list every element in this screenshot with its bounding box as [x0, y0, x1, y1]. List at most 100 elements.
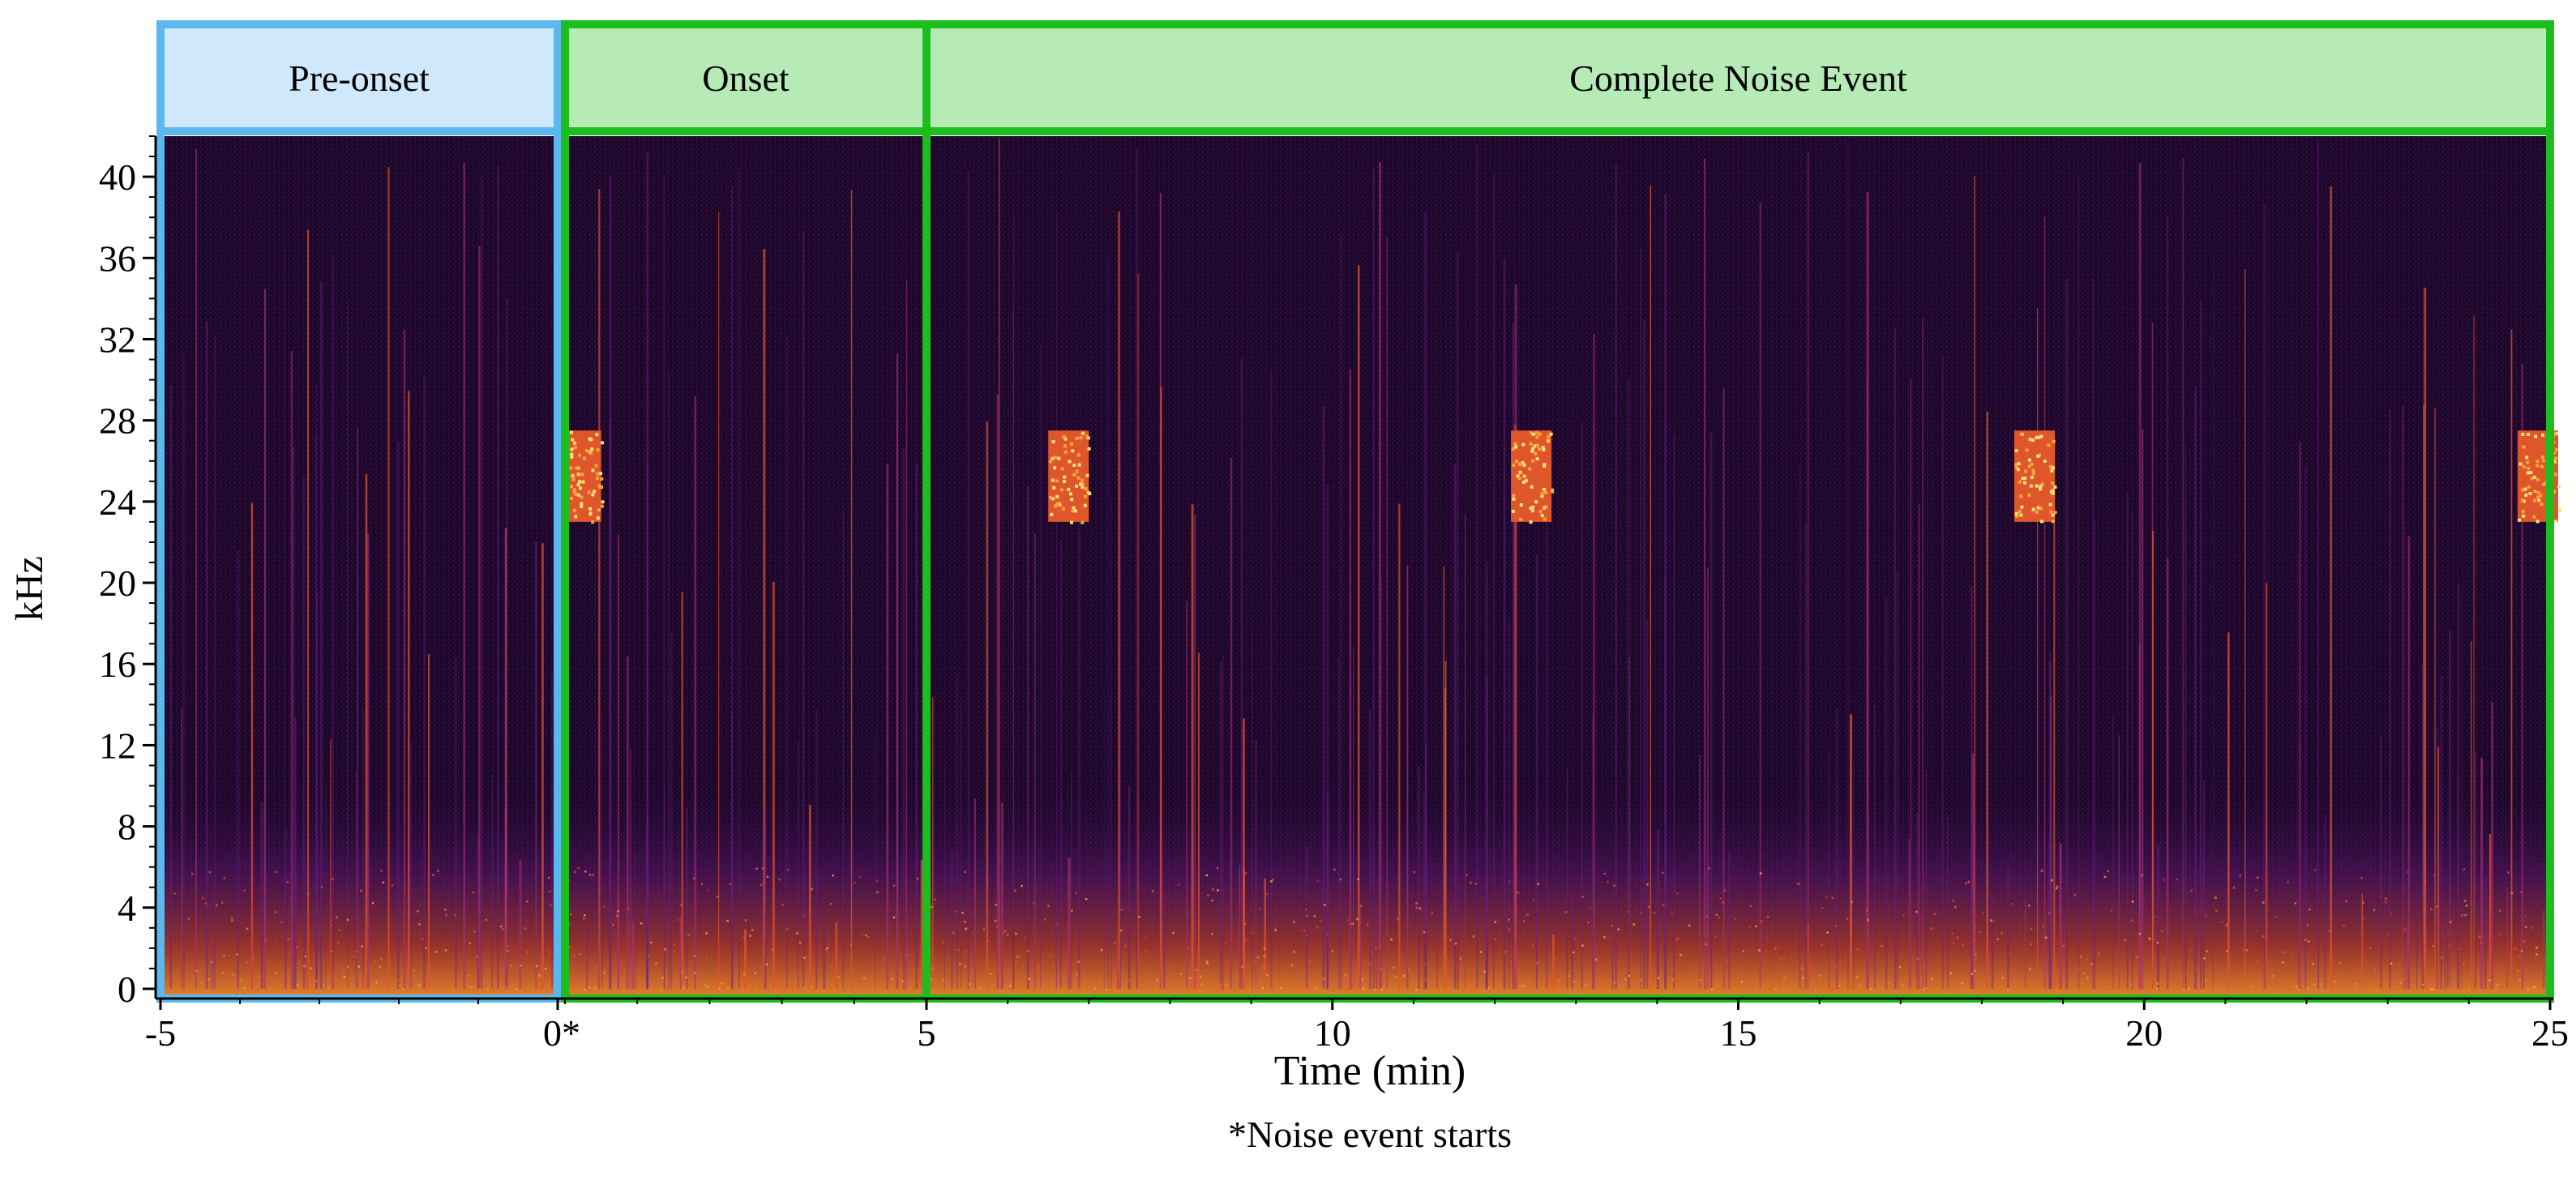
energy-fleck — [379, 965, 381, 969]
energy-fleck — [588, 973, 590, 976]
energy-fleck — [1821, 943, 1823, 946]
energy-fleck — [1573, 951, 1575, 954]
x-tick-label: 25 — [2531, 1012, 2569, 1054]
energy-fleck — [1357, 878, 1359, 880]
energy-fleck — [2450, 921, 2452, 923]
energy-fleck — [540, 987, 543, 990]
noise-burst-speckle — [1519, 503, 1523, 507]
energy-fleck — [2097, 977, 2099, 980]
transient-streak — [823, 921, 826, 989]
energy-fleck — [1715, 913, 1718, 916]
y-tick-label: 16 — [99, 644, 136, 685]
energy-fleck — [2312, 963, 2314, 965]
energy-fleck — [2181, 977, 2184, 979]
noise-burst-speckle — [1547, 434, 1551, 438]
energy-fleck — [946, 958, 948, 960]
energy-fleck — [802, 914, 805, 917]
energy-fleck — [602, 905, 605, 909]
energy-fleck — [1034, 986, 1038, 989]
energy-fleck — [357, 965, 360, 968]
energy-fleck — [2009, 952, 2012, 955]
transient-streak — [2521, 363, 2523, 989]
energy-fleck — [705, 932, 708, 935]
energy-fleck — [320, 885, 323, 888]
transient-streak — [2330, 186, 2333, 990]
energy-fleck — [1624, 987, 1627, 990]
energy-fleck — [1594, 988, 1596, 991]
energy-fleck — [2085, 958, 2088, 960]
footnote: *Noise event starts — [1228, 1114, 1512, 1155]
transient-streak — [551, 670, 553, 989]
energy-fleck — [993, 988, 996, 991]
noise-burst-speckle — [2037, 435, 2041, 439]
energy-fleck — [1500, 978, 1504, 982]
transient-streak — [1656, 829, 1659, 989]
energy-fleck — [1361, 978, 1364, 981]
energy-fleck — [1415, 988, 1418, 991]
noise-burst-speckle — [2518, 518, 2522, 522]
energy-fleck — [2319, 969, 2321, 972]
energy-fleck — [1424, 978, 1427, 981]
energy-fleck — [892, 884, 896, 887]
energy-fleck — [1256, 956, 1260, 959]
energy-fleck — [2534, 986, 2536, 989]
energy-fleck — [1547, 986, 1549, 989]
energy-fleck — [1919, 985, 1923, 988]
energy-fleck — [2345, 900, 2347, 903]
energy-fleck — [2499, 934, 2501, 936]
energy-fleck — [901, 973, 905, 976]
transient-streak — [1615, 163, 1617, 989]
energy-fleck — [1766, 916, 1769, 918]
transient-streak — [1893, 327, 1897, 989]
transient-streak — [2152, 531, 2155, 989]
transient-streak — [2436, 728, 2439, 989]
energy-fleck — [1769, 988, 1773, 991]
energy-fleck — [1085, 898, 1088, 900]
transient-streak — [1885, 595, 1888, 989]
transient-streak — [610, 175, 612, 989]
energy-fleck — [1996, 938, 1999, 941]
energy-fleck — [681, 971, 683, 973]
energy-fleck — [1981, 912, 1984, 914]
energy-fleck — [1163, 975, 1166, 977]
energy-fleck — [2283, 951, 2285, 954]
energy-fleck — [1320, 919, 1322, 922]
energy-fleck — [2013, 986, 2015, 989]
transient-streak — [1107, 254, 1109, 989]
energy-fleck — [2062, 945, 2065, 947]
energy-fleck — [467, 988, 470, 991]
energy-fleck — [1951, 932, 1954, 935]
transient-streak — [1039, 344, 1042, 989]
noise-burst-speckle — [593, 490, 597, 494]
noise-burst-speckle — [1514, 460, 1518, 463]
energy-fleck — [1867, 918, 1869, 922]
energy-fleck — [1561, 952, 1564, 954]
transient-streak — [2404, 526, 2407, 989]
transient-streak — [1592, 713, 1594, 989]
transient-streak — [1804, 523, 1808, 989]
energy-fleck — [1979, 930, 1981, 933]
energy-fleck — [402, 987, 404, 990]
noise-burst-speckle — [2015, 514, 2019, 518]
energy-fleck — [2262, 935, 2265, 938]
noise-burst-speckle — [1542, 447, 1546, 451]
energy-fleck — [1494, 921, 1496, 923]
noise-burst-speckle — [1060, 488, 1063, 492]
x-tick-label: 5 — [918, 1012, 936, 1054]
energy-fleck — [1344, 973, 1347, 976]
energy-fleck — [594, 987, 597, 990]
transient-streak — [315, 434, 317, 989]
energy-fleck — [1660, 973, 1663, 975]
transient-streak — [1353, 646, 1354, 989]
transient-streak — [1128, 785, 1131, 989]
energy-fleck — [2523, 940, 2526, 943]
energy-fleck — [2073, 893, 2077, 896]
energy-fleck — [1637, 968, 1639, 970]
energy-fleck — [2188, 988, 2190, 990]
transient-streak — [169, 385, 173, 989]
transient-streak — [1910, 378, 1912, 989]
transient-streak — [1835, 708, 1838, 989]
energy-fleck — [1508, 918, 1510, 921]
energy-fleck — [1195, 969, 1197, 971]
energy-fleck — [1362, 987, 1364, 990]
